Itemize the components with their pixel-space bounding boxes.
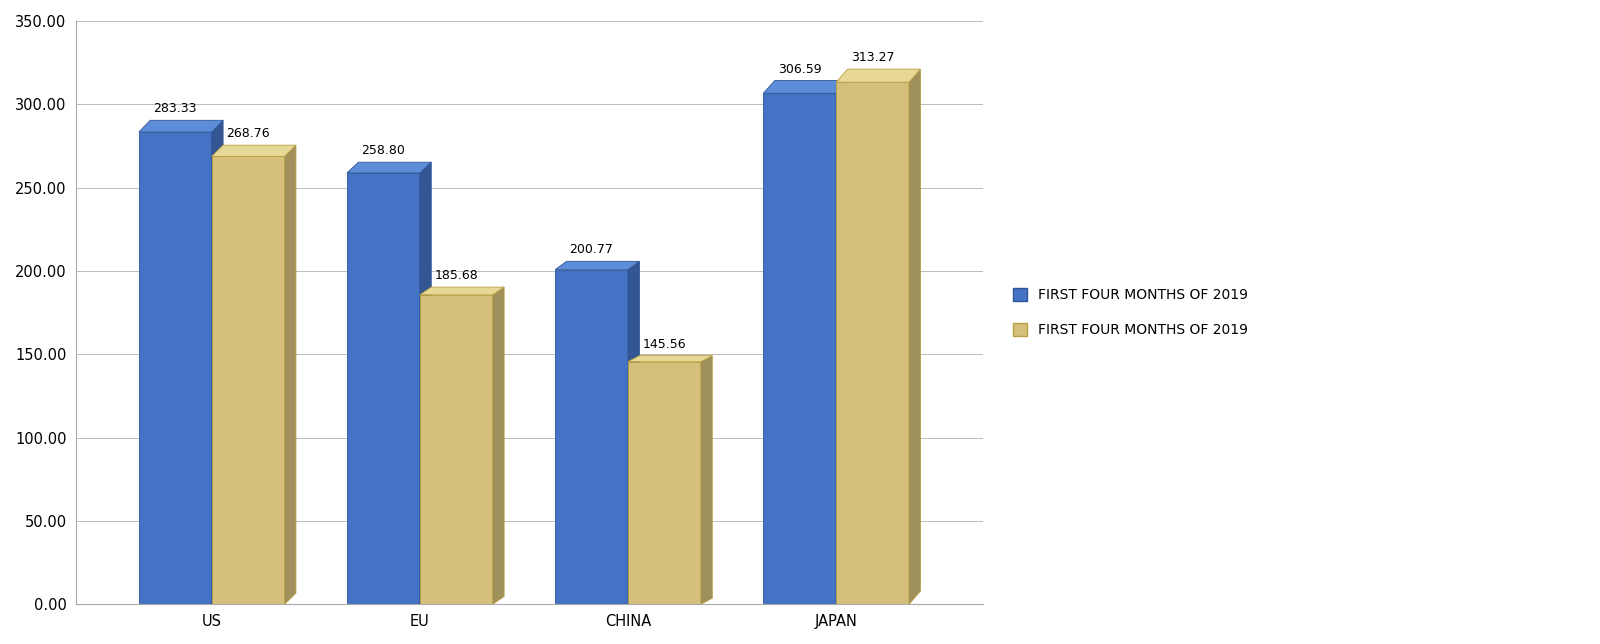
Polygon shape xyxy=(211,120,222,604)
Text: 283.33: 283.33 xyxy=(154,102,197,115)
Text: 200.77: 200.77 xyxy=(570,243,613,256)
Bar xyxy=(555,270,627,604)
Text: 306.59: 306.59 xyxy=(778,62,821,75)
Text: 258.80: 258.80 xyxy=(362,144,405,157)
Polygon shape xyxy=(347,162,432,173)
Bar xyxy=(211,156,285,604)
Polygon shape xyxy=(139,120,222,132)
Bar xyxy=(763,93,837,604)
Bar xyxy=(837,82,909,604)
Polygon shape xyxy=(909,69,920,604)
Polygon shape xyxy=(211,145,296,156)
Text: 268.76: 268.76 xyxy=(226,128,270,140)
Polygon shape xyxy=(627,355,712,362)
Polygon shape xyxy=(701,355,712,604)
Text: 185.68: 185.68 xyxy=(434,269,478,282)
Bar xyxy=(347,173,419,604)
Bar xyxy=(627,362,701,604)
Bar xyxy=(419,295,493,604)
Text: 313.27: 313.27 xyxy=(851,51,894,64)
Bar xyxy=(139,132,211,604)
Polygon shape xyxy=(837,69,920,82)
Polygon shape xyxy=(419,287,504,295)
Legend: FIRST FOUR MONTHS OF 2019, FIRST FOUR MONTHS OF 2019: FIRST FOUR MONTHS OF 2019, FIRST FOUR MO… xyxy=(998,274,1262,351)
Polygon shape xyxy=(419,162,432,604)
Polygon shape xyxy=(285,145,296,604)
Polygon shape xyxy=(627,261,640,604)
Polygon shape xyxy=(837,80,848,604)
Text: 145.56: 145.56 xyxy=(643,337,686,350)
Polygon shape xyxy=(493,287,504,604)
Polygon shape xyxy=(763,80,848,93)
Polygon shape xyxy=(555,261,640,270)
